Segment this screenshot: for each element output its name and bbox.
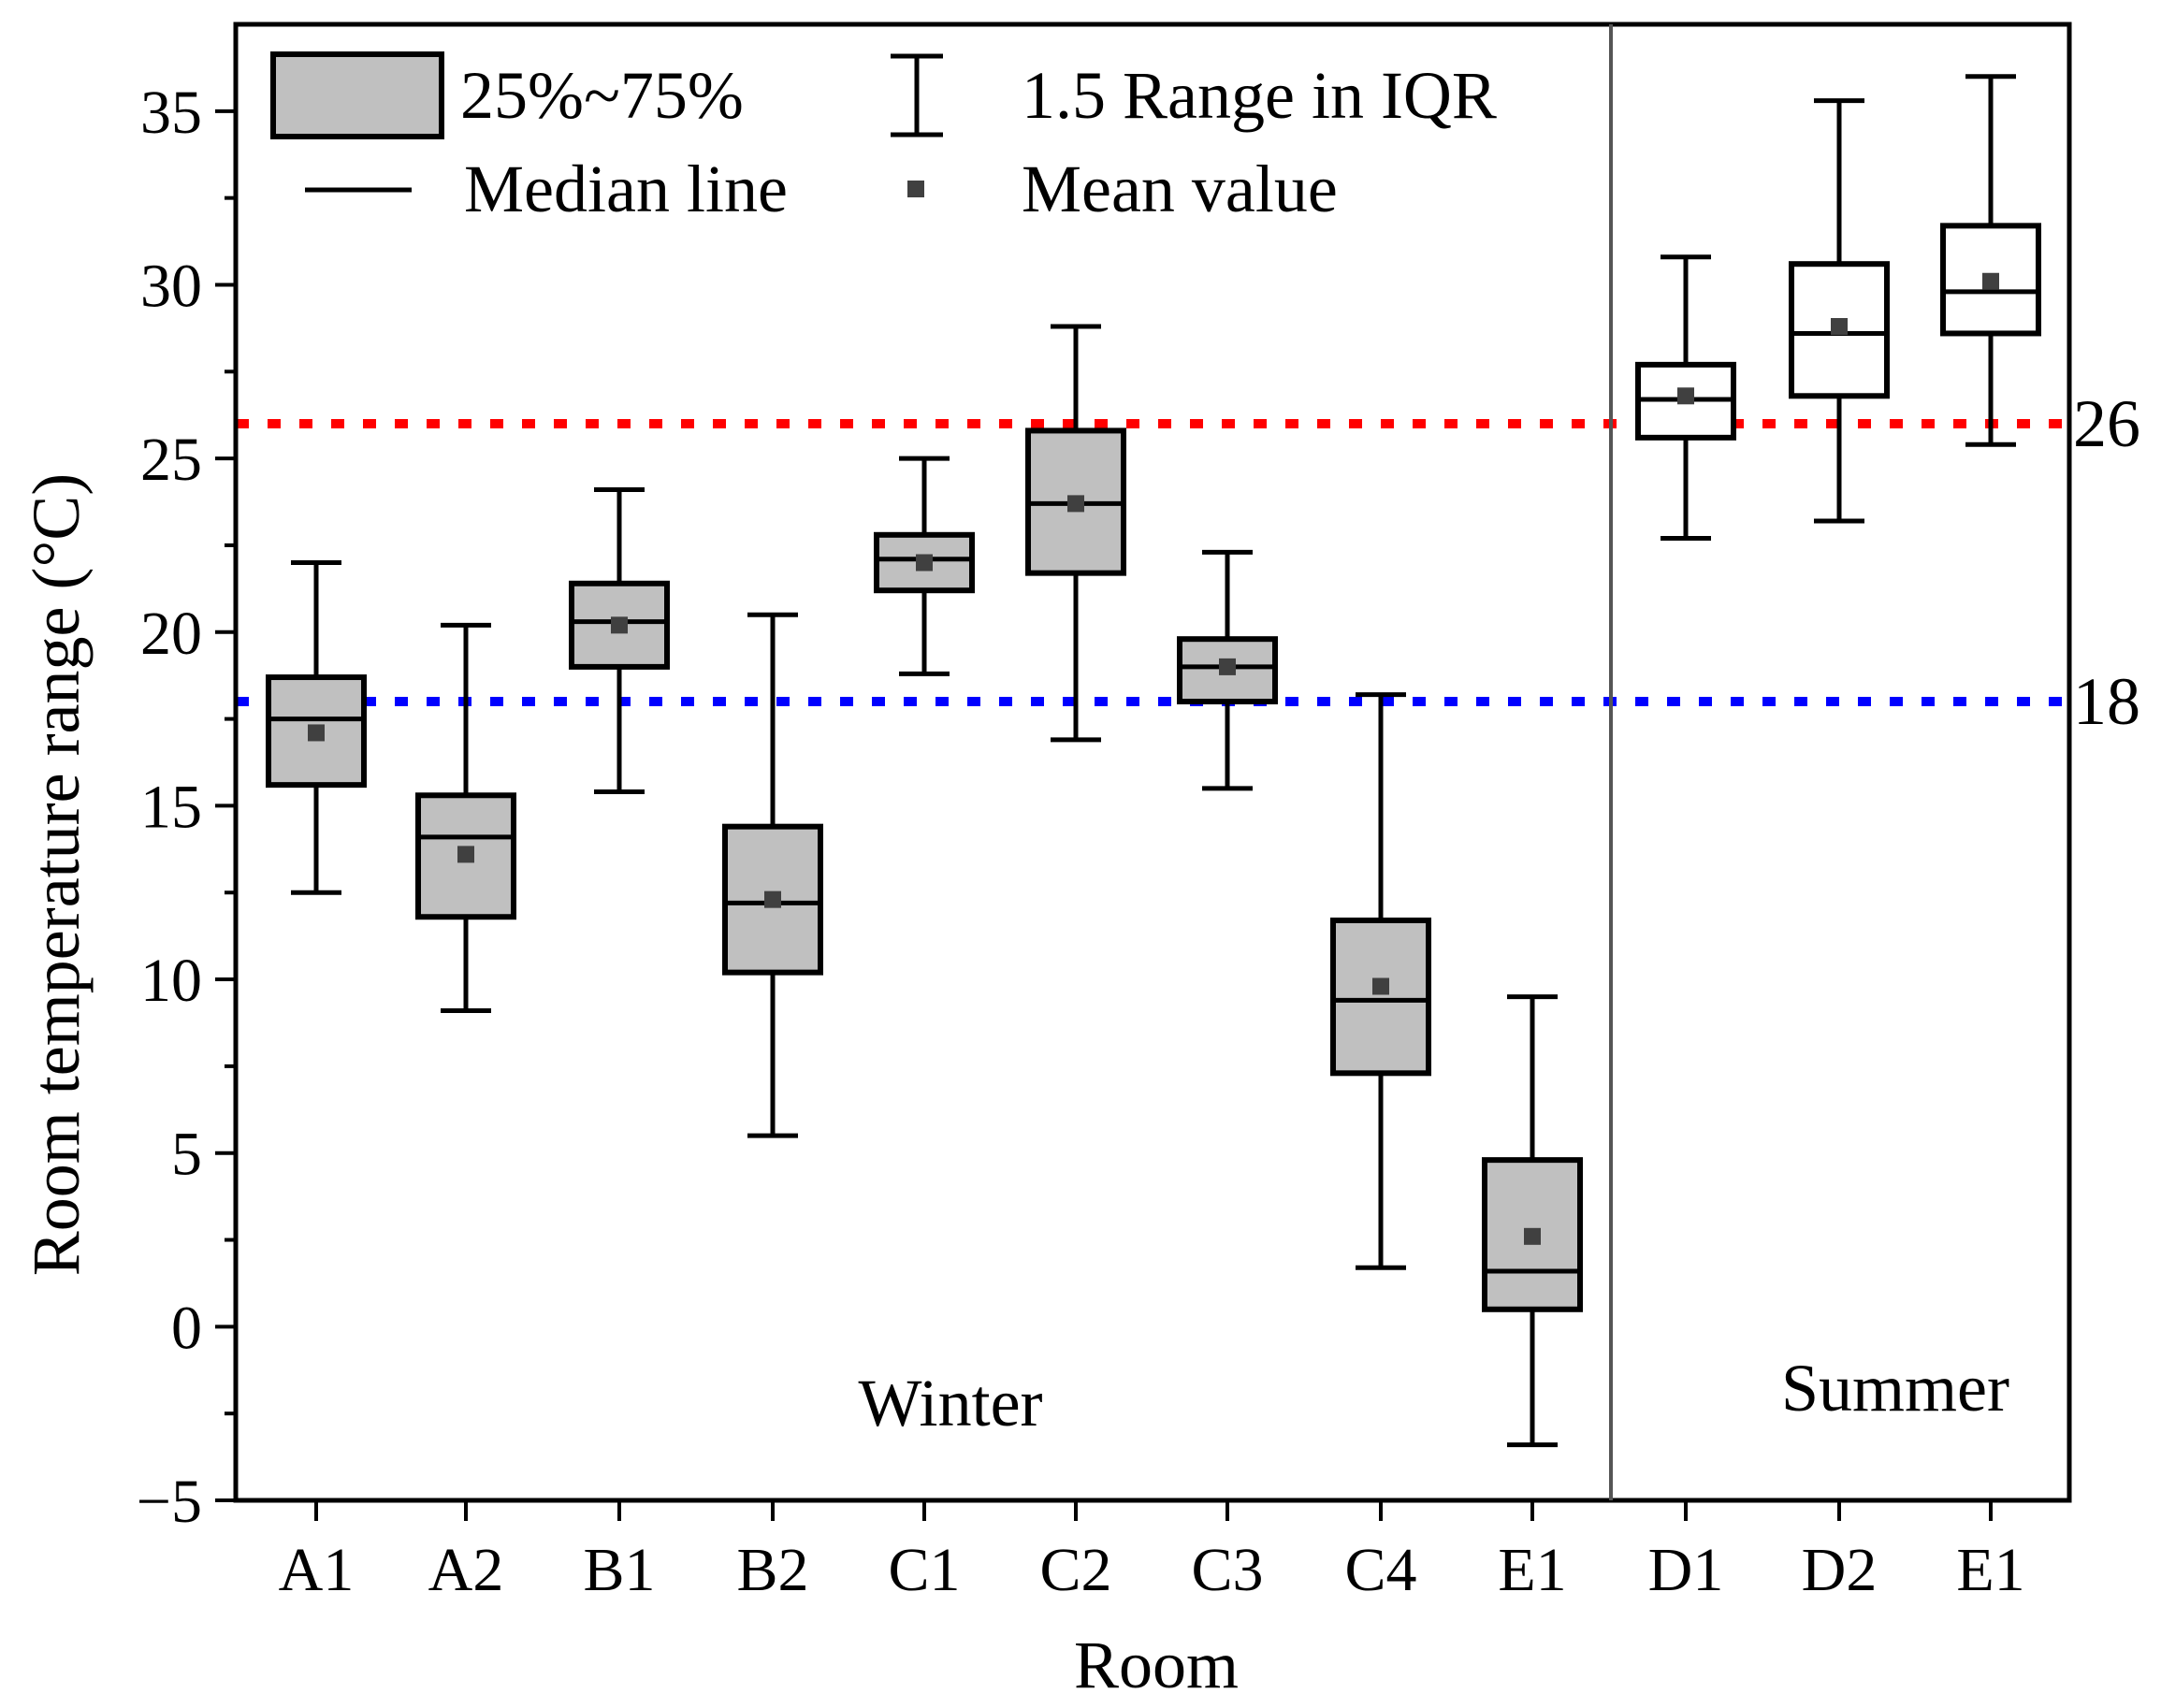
x-tick-label-E1: E1 xyxy=(1498,1536,1566,1604)
y-tick-label: 30 xyxy=(140,252,202,320)
winter-label: Winter xyxy=(858,1366,1042,1440)
x-tick-label-D2: D2 xyxy=(1802,1536,1878,1604)
y-tick-label: 35 xyxy=(140,79,202,147)
y-tick-label: 25 xyxy=(140,426,202,494)
x-tick-label-E1: E1 xyxy=(1956,1536,2024,1604)
mean-marker xyxy=(1219,658,1236,675)
box-series: A1 A2 B1 B2 C1 C2 C3 C4 E1 D1 D2 E1 xyxy=(266,74,2041,1604)
mean-marker xyxy=(1982,272,1999,290)
legend-label-iqr: 25%~75% xyxy=(460,58,744,133)
y-tick-label: −5 xyxy=(137,1468,202,1536)
summer-label: Summer xyxy=(1781,1351,2009,1426)
mean-marker xyxy=(1524,1227,1541,1245)
y-tick-label: 15 xyxy=(140,773,202,841)
box-summer-D1: D1 xyxy=(1635,254,1736,1604)
box-winter-C2: C2 xyxy=(1025,324,1126,1604)
legend-label-whisker: 1.5 Range in IQR xyxy=(1022,58,1497,133)
x-tick-label-C1: C1 xyxy=(888,1536,960,1604)
x-tick-label-C3: C3 xyxy=(1191,1536,1263,1604)
reference-label-18: 18 xyxy=(2073,664,2140,739)
x-tick-label-C2: C2 xyxy=(1039,1536,1111,1604)
iqr-box xyxy=(1177,636,1278,705)
box-winter-C4: C4 xyxy=(1330,692,1431,1604)
x-tick-label-B1: B1 xyxy=(583,1536,655,1604)
plot-frame xyxy=(233,22,2072,1503)
box-winter-A2: A2 xyxy=(415,622,516,1604)
legend-mean-marker xyxy=(907,181,924,197)
box-winter-B1: B1 xyxy=(569,487,670,1604)
legend-label-mean: Mean value xyxy=(1022,152,1338,226)
axes: −5 0 5 10 15 20 25 30 35 xyxy=(137,22,2072,1536)
mean-marker xyxy=(1067,495,1084,513)
mean-marker xyxy=(1372,977,1389,995)
box-summer-D2: D2 xyxy=(1789,98,1890,1604)
y-tick-label: 10 xyxy=(140,947,202,1015)
mean-marker xyxy=(457,846,474,863)
y-tick-label: 20 xyxy=(140,600,202,668)
box-winter-B2: B2 xyxy=(722,612,823,1604)
legend-label-median: Median line xyxy=(464,152,788,226)
legend-box-swatch xyxy=(270,51,444,139)
y-axis-title: Room temperature range (°C) xyxy=(19,473,94,1276)
legend: 25%~75% 1.5 Range in IQR Median line Mean v… xyxy=(270,51,1497,226)
mean-marker xyxy=(764,890,781,908)
box-winter-E1: E1 xyxy=(1482,994,1583,1604)
x-axis-title: Room xyxy=(1074,1628,1239,1702)
x-tick-label-A2: A2 xyxy=(428,1536,504,1604)
x-tick-label-A1: A1 xyxy=(279,1536,355,1604)
box-winter-A1: A1 xyxy=(266,560,367,1604)
y-tick-label: 5 xyxy=(171,1121,202,1189)
x-tick-label-B2: B2 xyxy=(736,1536,808,1604)
iqr-box xyxy=(1330,917,1431,1077)
y-tick-label: 0 xyxy=(171,1294,202,1362)
box-summer-E1: E1 xyxy=(1940,74,2041,1604)
mean-marker xyxy=(916,554,933,572)
mean-marker xyxy=(1677,387,1694,405)
x-tick-label-D1: D1 xyxy=(1648,1536,1724,1604)
mean-marker xyxy=(1831,318,1848,336)
box-winter-C3: C3 xyxy=(1177,549,1278,1604)
box-winter-C1: C1 xyxy=(874,456,975,1604)
reference-label-26: 26 xyxy=(2073,386,2140,461)
mean-marker xyxy=(308,724,325,742)
mean-marker xyxy=(611,616,628,634)
x-tick-label-C4: C4 xyxy=(1344,1536,1416,1604)
reference-lines: 26 18 xyxy=(236,386,2140,739)
